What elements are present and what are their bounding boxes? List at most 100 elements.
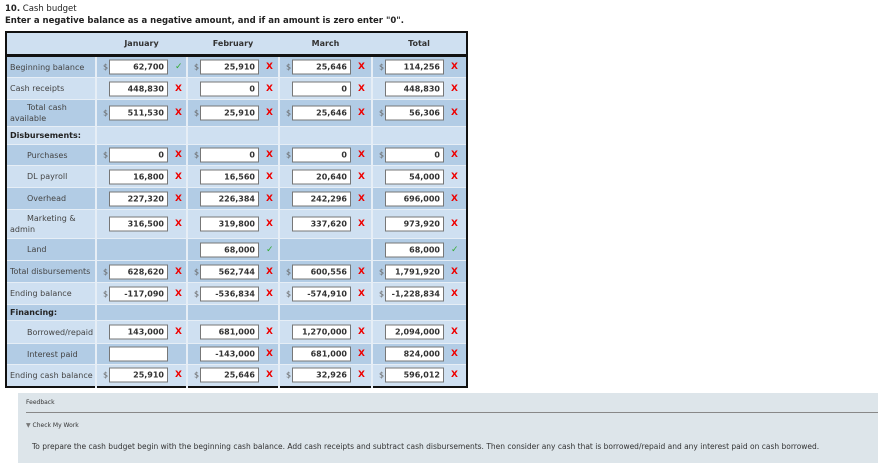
dollar-sign: $ [194,289,200,298]
cell-january [96,304,188,321]
x-icon: X [266,108,273,118]
cell-total: 824,000 X [372,343,467,365]
x-icon: X [358,370,365,381]
amount-input-march[interactable]: 242,296 [292,191,351,206]
amount-input-january[interactable]: 0 [109,147,168,163]
amount-input-january[interactable]: 448,830 [109,81,168,96]
x-icon: X [358,288,365,299]
amount-input-february[interactable]: 0 [200,81,259,96]
amount-input-february[interactable]: 25,910 [200,59,259,75]
amount-input-march[interactable]: 20,640 [292,169,351,184]
amount-input-total[interactable]: 0 [385,147,444,163]
row-label: Cash receipts [6,77,97,100]
instruction: Enter a negative balance as a negative a… [5,16,404,26]
cell-total: $56,306 X [372,99,467,127]
table-row: Interest paid -143,000 X 681,000 X 824,000 X [6,343,467,365]
row-label: Total disbursements [6,260,97,283]
amount-input-march[interactable]: 0 [292,81,351,96]
x-icon: X [175,327,182,337]
amount-input-february[interactable]: 25,646 [200,367,259,383]
x-icon: X [358,62,365,72]
table-row: Disbursements: [6,126,467,145]
cell-total: $114,256 X [372,55,467,78]
row-label: Borrowed/repaid [6,320,97,344]
cell-total: 2,094,000 X [372,320,467,344]
amount-input-february[interactable]: 25,910 [200,105,259,121]
amount-input-march[interactable]: 25,646 [292,105,351,121]
amount-input-january[interactable]: 227,320 [109,191,168,206]
cell-january [96,238,188,261]
cell-january [96,126,188,145]
amount-input-total[interactable]: 973,920 [385,216,444,232]
amount-input-january[interactable]: 143,000 [109,324,168,340]
amount-input-march[interactable]: 1,270,000 [292,324,351,340]
cell-january: $511,530 X [96,99,188,127]
dollar-sign: $ [103,370,109,380]
x-icon: X [358,349,365,359]
amount-input-january[interactable]: 62,700 [109,59,168,75]
amount-input-february[interactable]: 562,744 [200,264,259,279]
x-icon: X [358,327,365,337]
dollar-sign: $ [194,108,200,118]
amount-input-january[interactable]: 316,500 [109,216,168,232]
cell-total: 448,830 X [372,77,467,100]
amount-input-february[interactable]: 319,800 [200,216,259,232]
amount-input-march[interactable]: 681,000 [292,346,351,362]
amount-input-january[interactable]: -117,090 [109,286,168,301]
amount-input-january[interactable]: 16,800 [109,169,168,184]
dollar-sign: $ [286,289,292,298]
row-label: Disbursements: [6,126,97,145]
amount-input-march[interactable]: -574,910 [292,286,351,301]
amount-input-total[interactable]: 114,256 [385,59,444,75]
row-label: Total cash available [6,99,97,127]
amount-input-january[interactable]: 628,620 [109,264,168,279]
cell-march: 1,270,000 X [279,320,373,344]
amount-input-total[interactable]: 54,000 [385,169,444,184]
table-row: Marketing & admin 316,500 X 319,800 X 337,620… [6,209,467,239]
amount-input-march[interactable]: 25,646 [292,59,351,75]
amount-input-march[interactable]: 337,620 [292,216,351,232]
header-january: January [96,32,187,57]
amount-input-february[interactable]: 0 [200,147,259,163]
row-label: Ending cash balance [6,364,97,387]
amount-input-january[interactable]: 511,530 [109,105,168,121]
table-row: Ending cash balance $25,910 X $25,646 X $32,9… [6,364,467,387]
amount-input-total[interactable]: 448,830 [385,81,444,96]
amount-input-total[interactable]: 56,306 [385,105,444,121]
table-row: Borrowed/repaid 143,000 X 681,000 X 1,270,000… [6,320,467,344]
cell-february: $25,910 X [187,55,280,78]
cell-january [96,343,188,365]
cell-march [279,126,373,145]
x-icon: X [266,327,273,337]
row-label: Overhead [6,187,97,210]
x-icon: X [451,327,458,337]
row-label: Purchases [6,144,97,166]
amount-input-total[interactable]: -1,228,834 [385,286,444,301]
amount-input-march[interactable]: 32,926 [292,367,351,383]
amount-input-total[interactable]: 824,000 [385,346,444,362]
amount-input-march[interactable]: 0 [292,147,351,163]
row-label-text: Total cash available [10,103,67,123]
cell-total: $1,791,920 X [372,260,467,283]
amount-input-total[interactable]: 68,000 [385,242,444,257]
amount-input-total[interactable]: 596,012 [385,367,444,383]
amount-input-january[interactable]: 25,910 [109,367,168,383]
amount-input-february[interactable]: -536,834 [200,286,259,301]
amount-input-february[interactable]: 16,560 [200,169,259,184]
amount-input-total[interactable]: 2,094,000 [385,324,444,340]
x-icon: X [451,349,458,359]
cell-january: 227,320 X [96,187,188,210]
amount-input-march[interactable]: 600,556 [292,264,351,279]
cell-march [279,238,373,261]
table-row: Purchases $0 X $0 X $0 X $0 X [6,144,467,166]
check-my-work-toggle[interactable]: ▼ Check My Work [26,422,79,429]
amount-input-total[interactable]: 696,000 [385,191,444,206]
amount-input-february[interactable]: 681,000 [200,324,259,340]
amount-input-february[interactable]: 68,000 [200,242,259,257]
x-icon: X [175,288,182,299]
amount-input-january[interactable] [109,346,168,362]
amount-input-february[interactable]: 226,384 [200,191,259,206]
cash-budget-table: January February March Total Beginning b… [5,31,468,388]
amount-input-february[interactable]: -143,000 [200,346,259,362]
amount-input-total[interactable]: 1,791,920 [385,264,444,279]
